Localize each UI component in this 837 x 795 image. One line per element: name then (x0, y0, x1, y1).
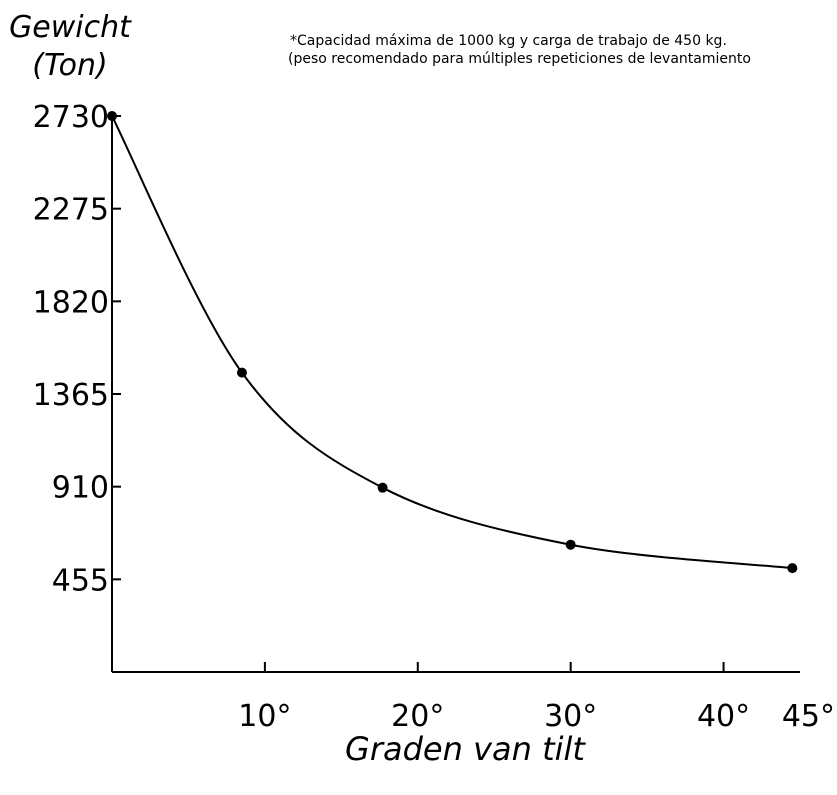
x-axis-title: Graden van tilt (345, 730, 586, 768)
data-point (236, 367, 247, 378)
data-point (377, 482, 388, 493)
data-point (107, 111, 117, 121)
y-tick-label: 1365 (33, 378, 109, 413)
ticks: 455 910 1365 1820 2275 2730 10° 20° 30° 40° 45° (33, 100, 835, 734)
x-tick-label: 20° (391, 699, 444, 734)
data-point (787, 563, 798, 574)
series-line (111, 115, 793, 570)
x-tick-label: 40° (697, 699, 750, 734)
y-tick-label: 910 (52, 471, 109, 506)
y-tick-label: 1820 (33, 285, 109, 320)
x-tick-label: 45° (782, 699, 835, 734)
annotation-line-1: *Capacidad máxima de 1000 kg y carga de … (290, 33, 727, 49)
y-tick-label: 2275 (33, 193, 109, 228)
data-point (565, 539, 576, 550)
y-tick-label: 455 (52, 563, 109, 598)
data-points (107, 111, 798, 574)
y-axis-title-line-1: Gewicht (9, 10, 132, 45)
y-tick-label: 2730 (33, 100, 109, 135)
x-tick-label: 30° (544, 699, 597, 734)
axes (111, 112, 800, 673)
annotation-line-2: (peso recomendado para múltiples repetic… (288, 51, 751, 67)
y-axis-title-line-2: (Ton) (32, 48, 107, 83)
x-tick-label: 10° (238, 699, 291, 734)
